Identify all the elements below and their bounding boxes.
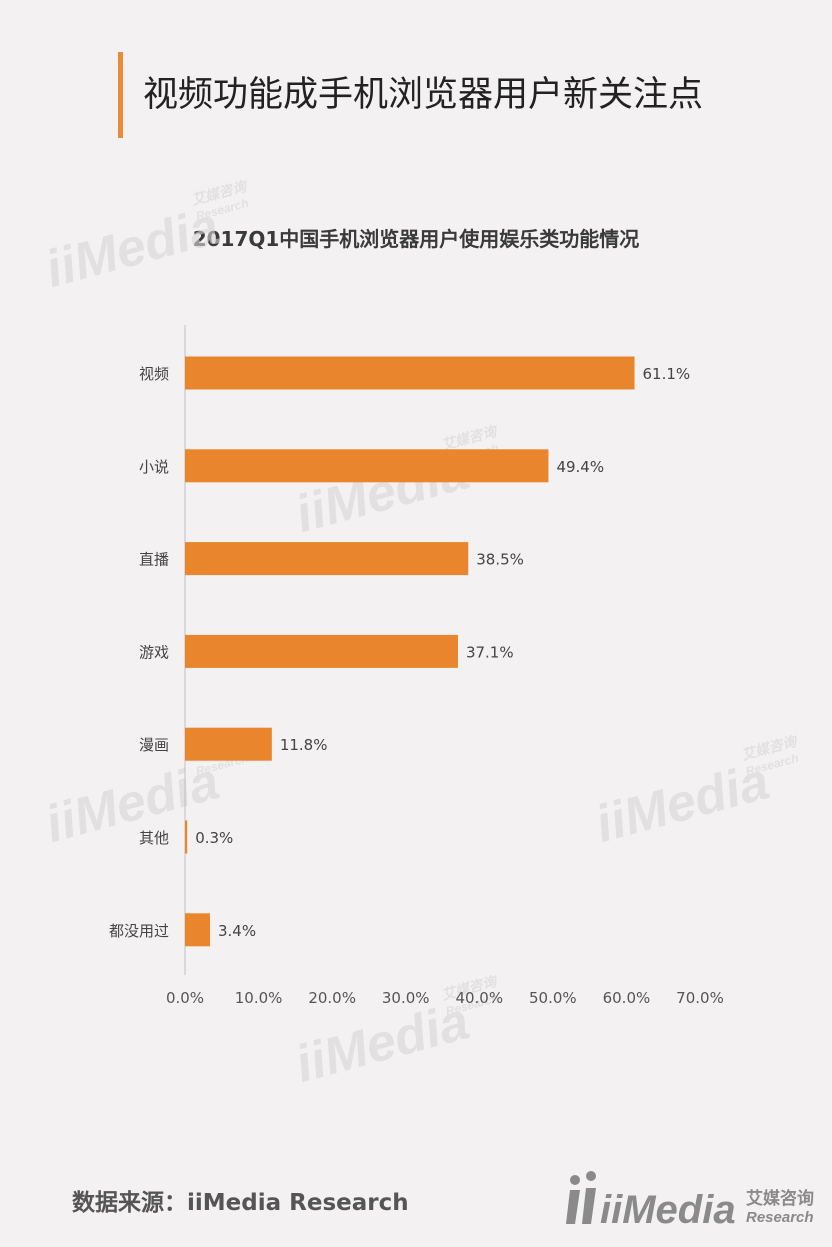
chart-title: 2017Q1中国手机浏览器用户使用娱乐类功能情况 xyxy=(192,227,640,251)
x-tick-label: 0.0% xyxy=(166,989,204,1007)
x-tick-label: 50.0% xyxy=(529,989,577,1007)
bar xyxy=(185,634,458,668)
category-label: 其他 xyxy=(139,829,169,847)
x-tick-label: 70.0% xyxy=(676,989,724,1007)
data-source: 数据来源：iiMedia Research xyxy=(72,1190,409,1216)
bar xyxy=(185,727,272,761)
value-label: 38.5% xyxy=(476,551,524,569)
bar xyxy=(185,820,188,854)
x-tick-label: 30.0% xyxy=(382,989,430,1007)
value-label: 49.4% xyxy=(556,458,604,476)
x-tick-label: 40.0% xyxy=(455,989,503,1007)
title-accent-bar xyxy=(118,52,123,138)
value-label: 37.1% xyxy=(466,643,514,661)
iimedia-logo: iiMedia 艾媒咨询 Research xyxy=(566,1171,814,1232)
logo-en-text: Research xyxy=(746,1209,814,1226)
bar xyxy=(185,356,635,390)
category-label: 直播 xyxy=(139,551,169,569)
x-tick-label: 20.0% xyxy=(308,989,356,1007)
category-label: 小说 xyxy=(139,458,169,476)
category-label: 游戏 xyxy=(139,643,169,661)
category-label: 都没用过 xyxy=(109,922,169,940)
category-label: 视频 xyxy=(139,365,169,383)
x-tick-label: 60.0% xyxy=(603,989,651,1007)
value-label: 11.8% xyxy=(280,736,328,754)
page-title: 视频功能成手机浏览器用户新关注点 xyxy=(143,75,704,115)
value-label: 61.1% xyxy=(643,365,691,383)
category-label: 漫画 xyxy=(139,736,169,754)
bar xyxy=(185,542,469,576)
value-label: 0.3% xyxy=(195,829,233,847)
logo-cn-text: 艾媒咨询 xyxy=(746,1188,814,1208)
value-label: 3.4% xyxy=(218,922,256,940)
logo-brand-text: iiMedia xyxy=(600,1188,736,1232)
bar xyxy=(185,913,211,947)
bar xyxy=(185,449,549,483)
x-tick-label: 10.0% xyxy=(235,989,283,1007)
